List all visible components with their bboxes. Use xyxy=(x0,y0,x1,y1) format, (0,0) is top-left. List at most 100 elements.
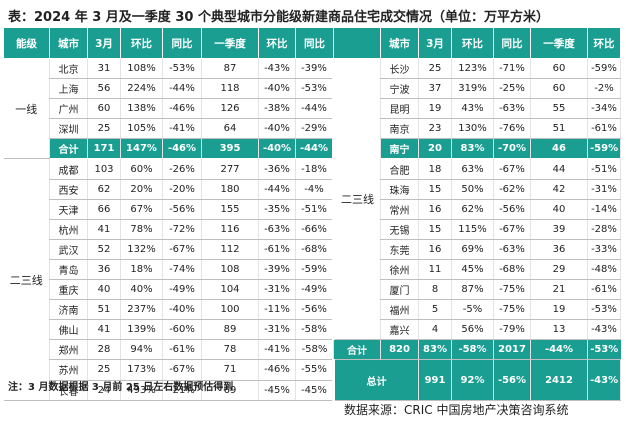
value-cell: -67% xyxy=(493,219,531,240)
value-cell: -56% xyxy=(493,199,531,220)
value-cell: 820 xyxy=(380,339,419,361)
value-cell: 60 xyxy=(530,58,588,80)
value-cell: 41 xyxy=(87,219,121,240)
city-cell: 杭州 xyxy=(49,219,88,240)
value-cell: -67% xyxy=(493,158,531,180)
value-cell: 319% xyxy=(451,78,494,100)
value-cell: 100 xyxy=(201,299,259,321)
city-cell: 无锡 xyxy=(380,219,419,240)
value-cell: -35% xyxy=(258,199,296,220)
value-cell: 118 xyxy=(201,78,259,100)
header-mom: 环比 xyxy=(120,27,163,59)
value-cell: -20% xyxy=(162,179,202,200)
value-cell: 13 xyxy=(530,319,588,341)
header-march: 3月 xyxy=(87,27,121,59)
value-cell: 62 xyxy=(87,179,121,200)
city-cell: 常州 xyxy=(380,199,419,220)
header-level: 能级 xyxy=(3,27,50,59)
value-cell: -75% xyxy=(493,299,531,321)
city-cell: 嘉兴 xyxy=(380,319,419,341)
value-cell: -40% xyxy=(258,118,296,140)
value-cell: 78% xyxy=(120,219,163,240)
value-cell: -71% xyxy=(493,58,531,80)
value-cell: -39% xyxy=(295,58,334,80)
value-cell: -58% xyxy=(451,339,494,361)
city-cell: 合计 xyxy=(333,339,381,361)
value-cell: -53% xyxy=(587,339,621,361)
value-cell: -53% xyxy=(162,58,202,80)
value-cell: -74% xyxy=(162,259,202,281)
value-cell: -39% xyxy=(258,259,296,281)
value-cell: -68% xyxy=(493,259,531,281)
value-cell: 29 xyxy=(530,259,588,281)
header-q1: 一季度 xyxy=(201,27,259,59)
value-cell: 94% xyxy=(120,339,163,361)
value-cell: -76% xyxy=(493,118,531,140)
value-cell: 493% xyxy=(120,380,163,401)
value-cell: -43% xyxy=(587,359,621,401)
value-cell: 126 xyxy=(201,98,259,120)
header-mom-right: 环比 xyxy=(451,27,494,59)
table-row: 广州 60 138% -46% 126 -38% -44% 昆明 19 43% -63% 55 -34%… xyxy=(4,98,621,120)
value-cell: -62% xyxy=(493,179,531,200)
value-cell: 44 xyxy=(530,158,588,180)
value-cell: 991 xyxy=(418,359,452,401)
value-cell: -36% xyxy=(258,158,296,180)
table-row: 深圳 25 105% -41% 64 -40% -29% 南京 23 130% -76% 51 -61%… xyxy=(4,118,621,140)
value-cell: -61% xyxy=(162,339,202,361)
value-cell: 24 xyxy=(87,380,121,401)
table-row: 郑州 28 94% -61% 78 -41% -58% 合计 820 83% -58% 2017 -44… xyxy=(4,339,621,361)
value-cell: 50% xyxy=(451,179,494,200)
value-cell: -31% xyxy=(258,279,296,301)
table-row: 合计 171 147% -46% 395 -40% -44% 南宁 20 83% -70% 46 -59… xyxy=(4,138,621,160)
value-cell: -44% xyxy=(530,339,588,361)
value-cell: -31% xyxy=(258,319,296,341)
table-row: 西安6220%-20%180-44%-4%珠海1550%-62%42-31%-4… xyxy=(4,179,621,200)
value-cell: 31 xyxy=(87,58,121,80)
value-cell: -67% xyxy=(162,359,202,381)
value-cell: 19 xyxy=(530,299,588,321)
value-cell: -79% xyxy=(493,319,531,341)
header-level-right xyxy=(333,27,381,59)
value-cell: 18% xyxy=(120,259,163,281)
value-cell: 18 xyxy=(418,158,452,180)
value-cell: -40% xyxy=(162,299,202,321)
value-cell: 71 xyxy=(201,359,259,381)
table-row: 杭州 41 78% -72% 116 -63% -66% 无锡 15 115% -67% 39 -28%… xyxy=(4,219,621,240)
table-row: 佛山41139%-60%89-31%-58%嘉兴456%-79%13-43%-6… xyxy=(4,319,621,341)
value-cell: 11 xyxy=(418,259,452,281)
value-cell: -55% xyxy=(295,359,334,381)
value-cell: -21% xyxy=(162,380,202,401)
city-cell: 上海 xyxy=(49,78,88,100)
value-cell: -63% xyxy=(258,219,296,240)
header-q1-right: 一季度 xyxy=(530,27,588,59)
value-cell: -59% xyxy=(587,138,621,160)
value-cell: -29% xyxy=(295,118,334,140)
value-cell: -44% xyxy=(295,98,334,120)
value-cell: 42 xyxy=(530,179,588,200)
value-cell: 132% xyxy=(120,239,163,260)
value-cell: 5 xyxy=(418,299,452,321)
value-cell: 37 xyxy=(418,78,452,100)
value-cell: 277 xyxy=(201,158,259,180)
city-cell: 宁波 xyxy=(380,78,419,100)
header-city-right: 城市 xyxy=(380,27,419,59)
table-row: 青岛3618%-74%108-39%-59%徐州1145%-68%29-48%-… xyxy=(4,259,621,281)
city-cell: 东莞 xyxy=(380,239,419,260)
value-cell: -26% xyxy=(162,158,202,180)
value-cell: 108% xyxy=(120,58,163,80)
value-cell: 60 xyxy=(530,78,588,100)
value-cell: -43% xyxy=(258,58,296,80)
value-cell: -46% xyxy=(162,98,202,120)
value-cell: 63% xyxy=(451,158,494,180)
value-cell: 69% xyxy=(451,239,494,260)
data-table: 能级 城市 3月 环比 同比 一季度 环比 同比 城市 3月 环比 同比 一季度… xyxy=(3,27,626,401)
value-cell: 104 xyxy=(201,279,259,301)
value-cell: 92% xyxy=(451,359,494,401)
table-row: 长春 24 493% -21% 69 -45% -45% xyxy=(4,380,621,401)
value-cell: 78 xyxy=(201,339,259,361)
value-cell: 25 xyxy=(418,58,452,80)
value-cell: -48% xyxy=(587,259,621,281)
city-cell: 郑州 xyxy=(49,339,88,361)
table-row: 上海 56 224% -44% 118 -40% -53% 宁波 37 319% -25% 60 -2%… xyxy=(4,78,621,100)
